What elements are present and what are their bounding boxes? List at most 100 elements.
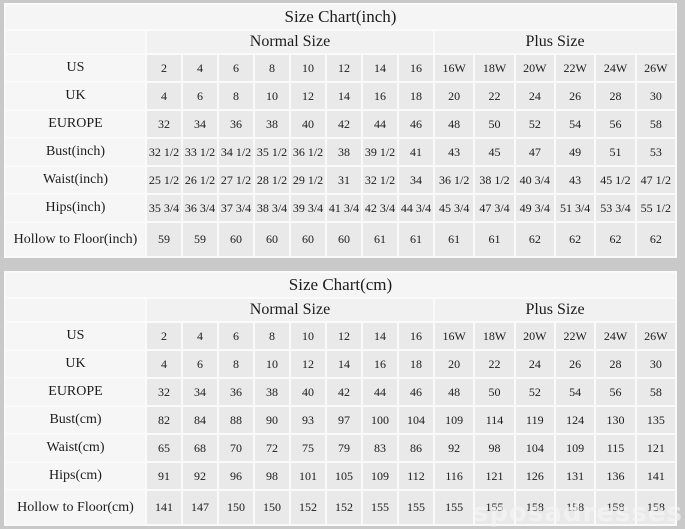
table-row: US 2 4 6 8 10 12 14 16 16W 18W 20W 22W 24W 26W — [6, 55, 675, 81]
row-label: UK — [6, 83, 145, 109]
size-cell: 121 — [636, 435, 675, 461]
table-row: Waist(inch) 25 1/2 26 1/2 27 1/2 28 1/2 29 1/… — [6, 167, 675, 193]
size-cell: 26 — [555, 351, 595, 377]
size-cell: 10 — [255, 83, 289, 109]
size-cell: 92 — [435, 435, 474, 461]
size-cell: 38 3/4 — [255, 195, 289, 221]
size-cell: 97 — [327, 407, 361, 433]
size-cell: 158 — [596, 491, 635, 524]
size-cell: 62 — [636, 223, 675, 256]
size-cell: 8 — [255, 323, 289, 349]
size-cell: 2 — [147, 323, 181, 349]
row-label: Bust(cm) — [6, 407, 145, 433]
size-cell: 100 — [363, 407, 397, 433]
row-label: Hips(inch) — [6, 195, 145, 221]
size-cell: 18 — [399, 83, 433, 109]
size-cell: 29 1/2 — [291, 167, 325, 193]
size-cell: 52 — [515, 111, 554, 137]
size-cell: 36 — [219, 379, 253, 405]
size-cell: 33 1/2 — [183, 139, 217, 165]
row-label: Hollow to Floor(inch) — [6, 223, 145, 256]
size-cell: 61 — [435, 223, 474, 256]
size-cell: 61 — [399, 223, 433, 256]
row-label: Hips(cm) — [6, 463, 145, 489]
size-cell: 75 — [291, 435, 325, 461]
size-cell: 56 — [596, 379, 635, 405]
size-cell: 36 — [219, 111, 253, 137]
size-cell: 91 — [147, 463, 181, 489]
size-cell: 22 — [475, 83, 514, 109]
size-cell: 38 — [255, 379, 289, 405]
size-cell: 86 — [399, 435, 433, 461]
group-header-normal: Normal Size — [147, 299, 433, 321]
table-row: Bust(cm) 82 84 88 90 93 97 100 104 109 114 119 124 13… — [6, 407, 675, 433]
size-cell: 6 — [219, 323, 253, 349]
size-cell: 30 — [636, 351, 675, 377]
size-cell: 38 — [255, 111, 289, 137]
size-cell: 28 1/2 — [255, 167, 289, 193]
size-cell: 32 — [147, 111, 181, 137]
size-cell: 50 — [475, 379, 514, 405]
size-cell: 115 — [596, 435, 635, 461]
size-cell: 60 — [327, 223, 361, 256]
size-cell: 46 — [399, 111, 433, 137]
size-table-inch: Size Chart(inch) Normal Size Plus Size US 2 4… — [4, 3, 677, 258]
size-cell: 130 — [596, 407, 635, 433]
size-cell: 28 — [596, 351, 635, 377]
group-header-plus: Plus Size — [435, 299, 675, 321]
size-cell: 30 — [636, 83, 675, 109]
size-cell: 6 — [183, 83, 217, 109]
size-cell: 60 — [291, 223, 325, 256]
size-cell: 96 — [219, 463, 253, 489]
size-cell: 98 — [255, 463, 289, 489]
size-cell: 40 — [291, 379, 325, 405]
row-label: UK — [6, 351, 145, 377]
size-cell: 51 — [596, 139, 635, 165]
size-cell: 27 1/2 — [219, 167, 253, 193]
size-cell: 92 — [183, 463, 217, 489]
size-cell: 53 — [636, 139, 675, 165]
size-cell: 14 — [363, 55, 397, 81]
size-cell: 16W — [435, 323, 474, 349]
size-cell: 49 3/4 — [515, 195, 554, 221]
size-cell: 39 3/4 — [291, 195, 325, 221]
size-cell: 121 — [475, 463, 514, 489]
size-cell: 34 1/2 — [219, 139, 253, 165]
size-cell: 112 — [399, 463, 433, 489]
table-row: EUROPE 32 34 36 38 40 42 44 46 48 50 52 54 56 58 — [6, 111, 675, 137]
size-cell: 24W — [596, 323, 635, 349]
size-cell: 14 — [327, 83, 361, 109]
table-title-row: Size Chart(inch) — [6, 5, 675, 29]
size-cell: 38 1/2 — [475, 167, 514, 193]
size-cell: 46 — [399, 379, 433, 405]
size-cell: 36 1/2 — [435, 167, 474, 193]
table-row: US 2 4 6 8 10 12 14 16 16W 18W 20W 22W 24W 26W — [6, 323, 675, 349]
size-cell: 32 — [147, 379, 181, 405]
size-cell: 44 — [363, 379, 397, 405]
size-cell: 18W — [475, 323, 514, 349]
size-cell: 42 3/4 — [363, 195, 397, 221]
size-cell: 109 — [435, 407, 474, 433]
size-cell: 32 1/2 — [147, 139, 181, 165]
table-row: UK 4 6 8 10 12 14 16 18 20 22 24 26 28 30 — [6, 351, 675, 377]
size-cell: 65 — [147, 435, 181, 461]
size-cell: 4 — [147, 83, 181, 109]
size-cell: 158 — [555, 491, 595, 524]
size-cell: 155 — [363, 491, 397, 524]
size-cell: 58 — [636, 111, 675, 137]
row-label: Waist(cm) — [6, 435, 145, 461]
size-cell: 55 1/2 — [636, 195, 675, 221]
size-cell: 105 — [327, 463, 361, 489]
size-cell: 59 — [183, 223, 217, 256]
size-cell: 6 — [219, 55, 253, 81]
size-cell: 119 — [515, 407, 554, 433]
size-cell: 45 1/2 — [596, 167, 635, 193]
size-cell: 147 — [183, 491, 217, 524]
size-cell: 152 — [327, 491, 361, 524]
size-cell: 60 — [255, 223, 289, 256]
size-cell: 14 — [363, 323, 397, 349]
size-cell: 34 — [399, 167, 433, 193]
size-cell: 20W — [515, 55, 554, 81]
size-cell: 28 — [596, 83, 635, 109]
